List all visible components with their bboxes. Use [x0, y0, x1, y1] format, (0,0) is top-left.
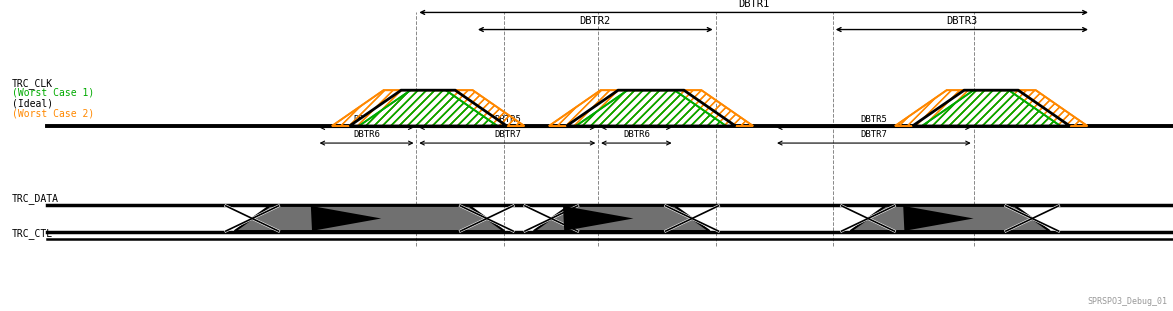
- Polygon shape: [570, 91, 732, 125]
- Text: DBTR7: DBTR7: [494, 130, 521, 139]
- Text: TRC_CLK: TRC_CLK: [12, 78, 53, 89]
- Text: (Ideal): (Ideal): [12, 98, 53, 108]
- Polygon shape: [567, 90, 735, 126]
- Text: TRC_CTL: TRC_CTL: [12, 228, 53, 239]
- Polygon shape: [235, 206, 504, 231]
- Text: DBTR1: DBTR1: [738, 0, 769, 9]
- Polygon shape: [350, 90, 507, 126]
- Polygon shape: [850, 206, 1050, 231]
- Text: SPRSPO3_Debug_01: SPRSPO3_Debug_01: [1087, 297, 1167, 306]
- Polygon shape: [913, 90, 1070, 126]
- Polygon shape: [311, 206, 381, 231]
- Text: DBTR4: DBTR4: [353, 115, 380, 124]
- Polygon shape: [563, 206, 633, 231]
- Text: DBTR2: DBTR2: [579, 16, 611, 26]
- Text: DBTR5: DBTR5: [494, 115, 521, 124]
- Text: DBTR6: DBTR6: [623, 130, 650, 139]
- Text: DBTR5: DBTR5: [861, 115, 887, 124]
- Text: DBTR6: DBTR6: [353, 130, 380, 139]
- Text: (Worst Case 1): (Worst Case 1): [12, 88, 94, 98]
- Polygon shape: [903, 206, 974, 231]
- Text: (Worst Case 2): (Worst Case 2): [12, 109, 94, 118]
- Text: TRC_DATA: TRC_DATA: [12, 193, 59, 204]
- Text: DBTR7: DBTR7: [861, 130, 887, 139]
- Polygon shape: [916, 91, 1066, 125]
- Polygon shape: [534, 206, 710, 231]
- Polygon shape: [353, 91, 503, 125]
- Text: DBTR4: DBTR4: [623, 115, 650, 124]
- Text: DBTR3: DBTR3: [947, 16, 977, 26]
